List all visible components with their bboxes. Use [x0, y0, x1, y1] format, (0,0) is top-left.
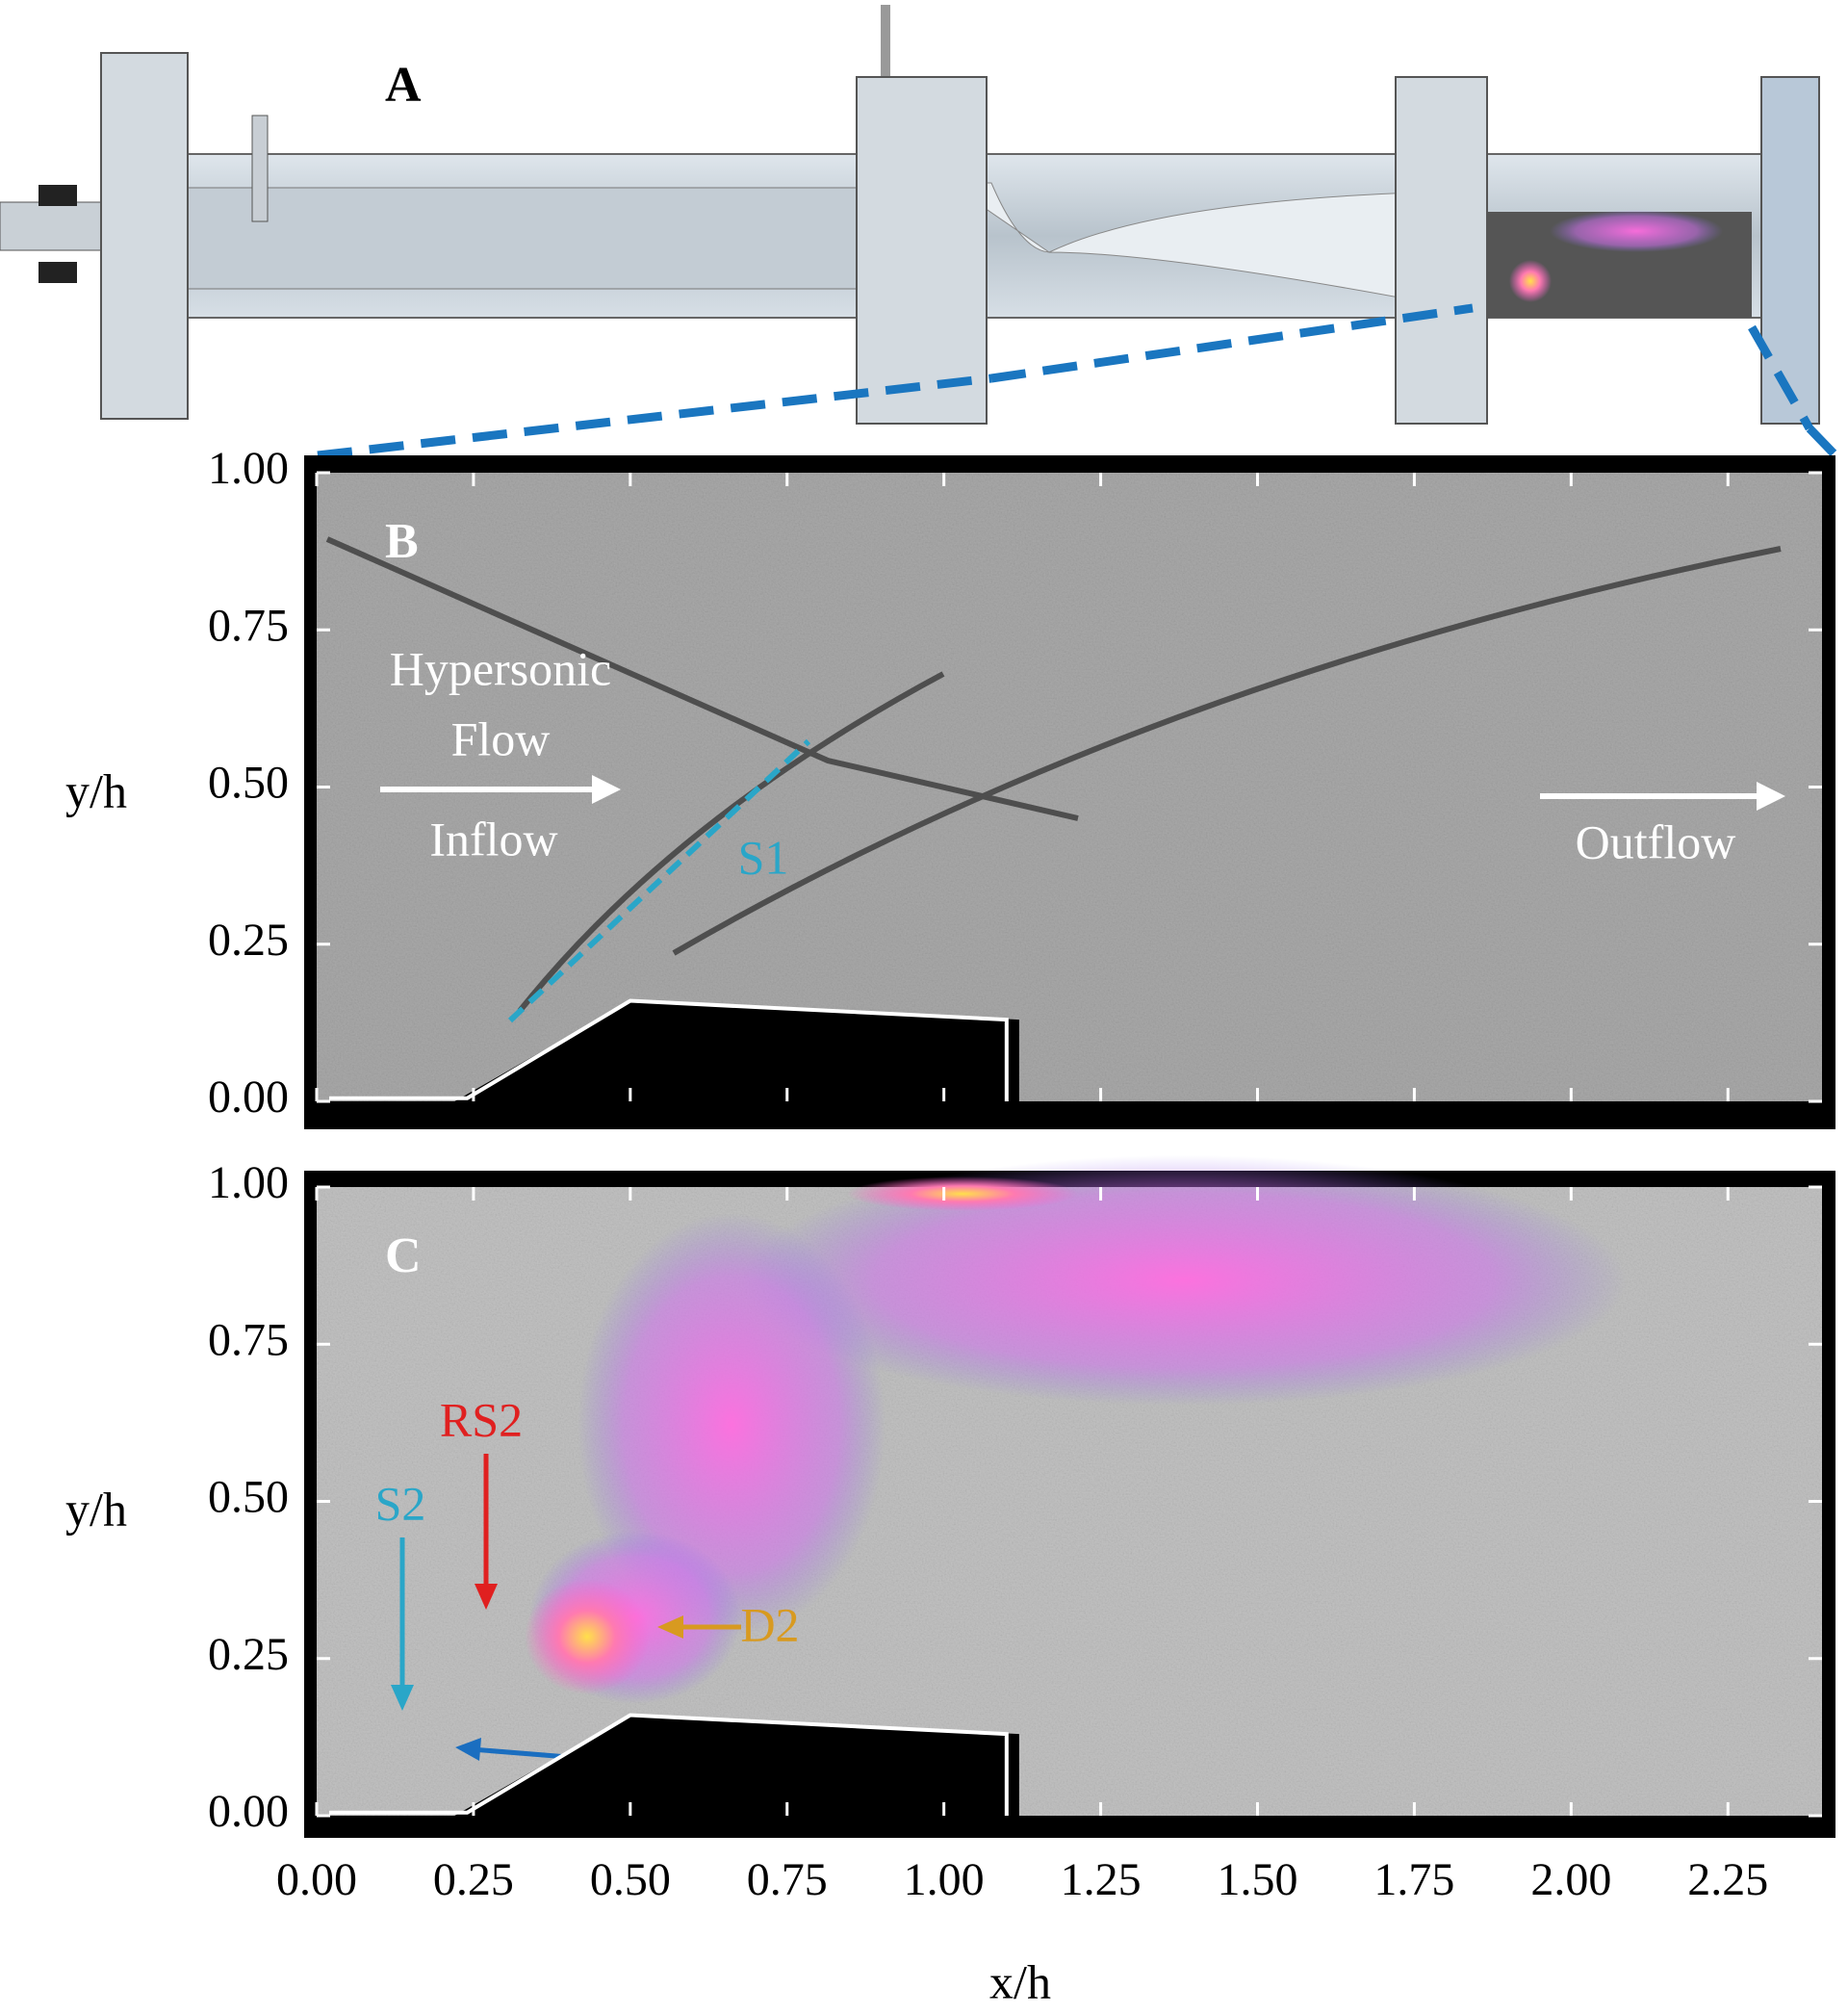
annotation: S2 — [375, 1476, 426, 1530]
annotation: Inflow — [429, 812, 557, 865]
ramp — [317, 1715, 1019, 1816]
x-tick-label: 1.00 — [904, 1854, 985, 1905]
y-tick-label: 0.75 — [208, 600, 289, 651]
ramp — [317, 1000, 1019, 1101]
annotation: RS2 — [440, 1392, 523, 1446]
ramp-outline — [329, 998, 1009, 1101]
y-tick-label: 0.00 — [208, 1786, 289, 1837]
x-tick-label: 0.75 — [747, 1854, 828, 1905]
annotation: Outflow — [1576, 814, 1736, 868]
y-axis-label: y/h — [65, 763, 127, 817]
s1-line — [507, 738, 811, 1023]
y-tick-label: 0.75 — [208, 1314, 289, 1365]
y-tick-label: 0.50 — [208, 1472, 289, 1523]
x-tick-label: 1.50 — [1218, 1854, 1298, 1905]
x-axis-label: x/h — [989, 1954, 1051, 2008]
x-tick-label: 2.00 — [1530, 1854, 1611, 1905]
panel-label: B — [385, 514, 419, 569]
y-tick-label: 1.00 — [208, 1157, 289, 1208]
y-axis-label: y/h — [65, 1482, 127, 1536]
y-tick-label: 1.00 — [208, 443, 289, 494]
annotation: S1 — [738, 830, 789, 884]
panel-label: C — [385, 1228, 422, 1283]
panel-label: A — [385, 58, 422, 113]
x-tick-label: 2.25 — [1687, 1854, 1768, 1905]
y-tick-label: 0.25 — [208, 915, 289, 966]
ramp-outline — [329, 1713, 1009, 1816]
x-tick-label: 0.00 — [276, 1854, 357, 1905]
x-tick-label: 1.25 — [1061, 1854, 1142, 1905]
x-tick-label: 1.75 — [1373, 1854, 1454, 1905]
y-tick-label: 0.00 — [208, 1072, 289, 1123]
y-tick-label: 0.25 — [208, 1629, 289, 1680]
chemiluminescence — [525, 1155, 1627, 1704]
annotation: Flow — [451, 711, 551, 765]
apparatus — [0, 5, 1839, 460]
y-tick-label: 0.50 — [208, 758, 289, 809]
annotation: Hypersonic — [390, 641, 612, 695]
x-tick-label: 0.50 — [590, 1854, 671, 1905]
annotation: D2 — [740, 1597, 799, 1651]
x-tick-label: 0.25 — [433, 1854, 514, 1905]
shock-lines — [325, 536, 1782, 1013]
